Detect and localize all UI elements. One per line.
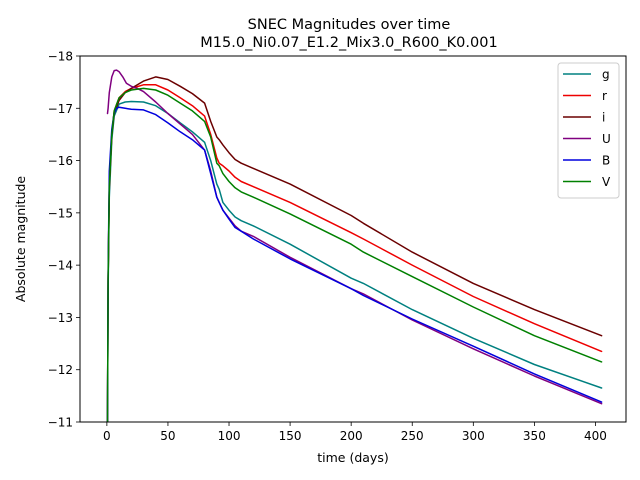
chart-title: SNEC Magnitudes over time [248, 17, 451, 33]
chart-subtitle: M15.0_Ni0.07_E1.2_Mix3.0_R600_K0.001 [200, 35, 497, 51]
series-line-V [106, 87, 603, 422]
y-tick-label: −11 [48, 416, 73, 430]
legend-label-B: B [602, 154, 610, 168]
x-tick-label: 350 [523, 429, 546, 443]
legend-label-i: i [602, 111, 605, 125]
legend-box [557, 62, 620, 199]
y-tick-label: −15 [48, 206, 73, 220]
x-tick-label: 150 [279, 429, 302, 443]
x-tick-label: 100 [218, 429, 241, 443]
x-tick-label: 400 [584, 429, 607, 443]
series-line-i [106, 76, 603, 422]
y-tick-label: −13 [48, 311, 73, 325]
x-tick-label: 200 [340, 429, 363, 443]
y-tick-label: −14 [48, 259, 73, 273]
y-tick-label: −12 [48, 363, 73, 377]
x-tick-label: 300 [462, 429, 485, 443]
series-line-B [106, 106, 603, 422]
x-tick-label: 250 [401, 429, 424, 443]
legend-label-r: r [602, 89, 607, 103]
legend-label-V: V [602, 175, 611, 189]
y-tick-label: −18 [48, 50, 73, 64]
x-tick-label: 0 [103, 429, 111, 443]
plot-frame [79, 55, 627, 423]
legend-label-g: g [602, 68, 610, 82]
y-axis-label: Absolute magnitude [13, 176, 28, 303]
y-tick-label: −16 [48, 154, 73, 168]
x-axis-label: time (days) [317, 450, 388, 465]
y-tick-label: −17 [48, 102, 73, 116]
x-tick-label: 50 [160, 429, 175, 443]
legend-label-U: U [602, 132, 611, 146]
